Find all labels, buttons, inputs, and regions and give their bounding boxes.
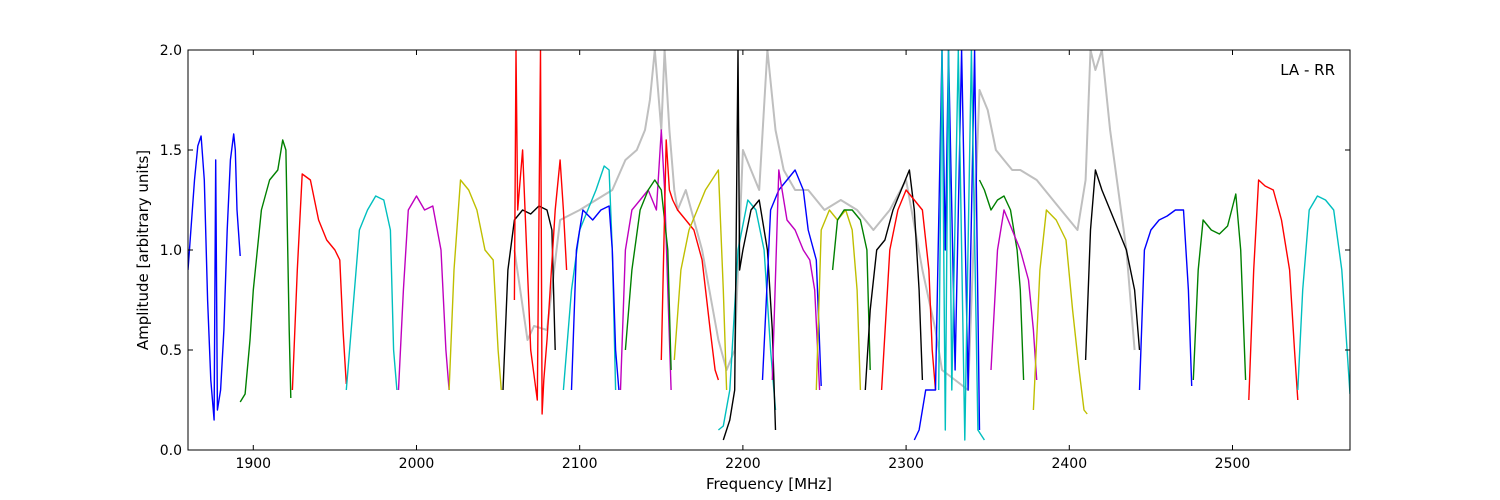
series-line-21 xyxy=(880,189,937,391)
series-line-20 xyxy=(864,169,924,391)
y-axis-label: Amplitude [arbitrary units] xyxy=(134,150,152,350)
plot-area xyxy=(188,50,1350,441)
series-line-3 xyxy=(345,195,398,391)
y-tick-label: 1.0 xyxy=(160,243,182,259)
series-line-23 xyxy=(938,50,985,441)
series-line-6 xyxy=(502,205,556,391)
series-line-17 xyxy=(771,169,821,391)
series-line-5 xyxy=(448,179,502,391)
series-line-28 xyxy=(1138,209,1193,391)
y-tick-label: 0.5 xyxy=(160,343,182,359)
series-line-7 xyxy=(513,50,568,415)
series-line-1 xyxy=(239,139,292,403)
y-tick-label: 2.0 xyxy=(160,43,182,59)
y-tick-label: 1.5 xyxy=(160,143,182,159)
series-line-31 xyxy=(1297,195,1350,395)
x-tick-label: 2300 xyxy=(888,456,924,472)
series-line-15 xyxy=(722,50,777,441)
series-line-19 xyxy=(831,209,871,371)
background-trace-layer xyxy=(513,50,1136,391)
x-tick-label: 2400 xyxy=(1051,456,1087,472)
x-tick-label: 2200 xyxy=(725,456,761,472)
series-line-12 xyxy=(660,139,720,381)
series-line-30 xyxy=(1248,179,1299,401)
series-line-9 xyxy=(570,205,620,391)
series-line-27 xyxy=(1084,169,1141,361)
series-line-16 xyxy=(761,169,822,387)
series-line-4 xyxy=(397,195,450,391)
x-tick-label: 2500 xyxy=(1215,456,1251,472)
x-tick-label: 2100 xyxy=(562,456,598,472)
series-line-24 xyxy=(978,179,1025,381)
series-line-14 xyxy=(717,199,777,431)
series-layer xyxy=(188,50,1350,441)
series-line-0 xyxy=(188,133,241,421)
series-line-11 xyxy=(624,179,672,371)
x-tick-label: 2000 xyxy=(399,456,435,472)
background-trace xyxy=(513,50,1136,391)
x-axis-label: Frequency [MHz] xyxy=(706,475,832,493)
series-line-13 xyxy=(673,169,728,391)
series-line-22 xyxy=(913,50,981,441)
series-line-29 xyxy=(1192,193,1247,381)
series-line-8 xyxy=(562,165,617,391)
series-line-25 xyxy=(990,209,1038,381)
x-axis: 1900 2000 2100 2200 2300 2400 2500 xyxy=(235,50,1250,472)
y-axis: 0.0 0.5 1.0 1.5 2.0 xyxy=(160,43,1350,459)
panel-annotation: LA - RR xyxy=(1280,61,1335,79)
y-tick-label: 0.0 xyxy=(160,443,182,459)
x-tick-label: 1900 xyxy=(235,456,271,472)
series-line-2 xyxy=(291,173,347,391)
series-line-26 xyxy=(1032,209,1088,415)
